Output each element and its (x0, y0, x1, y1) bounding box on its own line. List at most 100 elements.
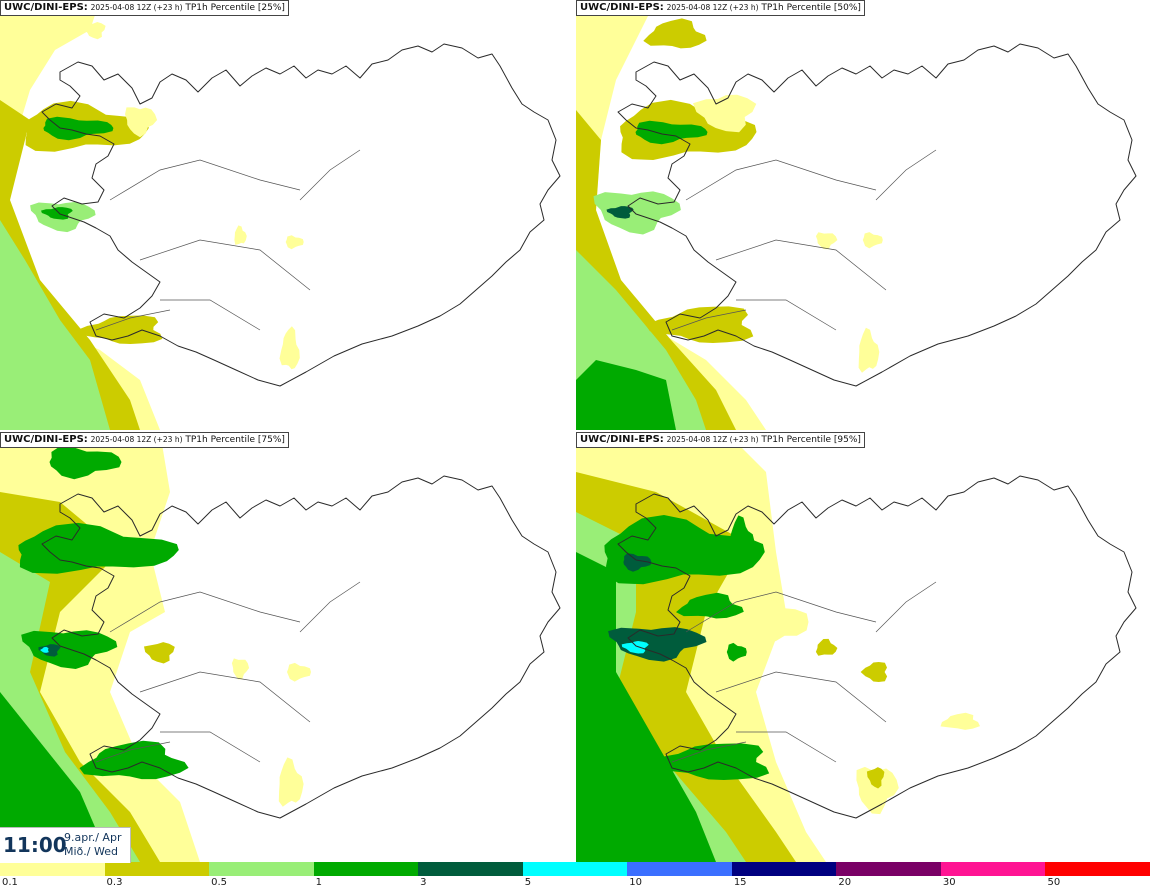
precip-area (621, 641, 649, 654)
legend-swatch (418, 862, 524, 876)
model-label: UWC/DINI-EPS: (4, 434, 88, 445)
legend-swatch (1045, 862, 1150, 876)
precip-area (726, 642, 747, 662)
road-lines (671, 581, 937, 763)
precip-area (643, 18, 707, 49)
panel-title: UWC/DINI-EPS: 2025-04-08 12Z (+23 h) TP1… (0, 432, 289, 448)
precip-area (604, 515, 765, 585)
model-label: UWC/DINI-EPS: (580, 434, 664, 445)
map-panel-p25: UWC/DINI-EPS: 2025-04-08 12Z (+23 h) TP1… (0, 0, 574, 430)
valid-date-line2: Mið./ Wed (64, 845, 118, 858)
precip-area (608, 627, 707, 662)
coastline (617, 43, 1137, 387)
legend-swatch (940, 862, 1047, 876)
precip-area (234, 225, 247, 245)
valid-time-box: 11:00 9.apr./ Apr Mið./ Wed (0, 827, 131, 863)
legend-tick-label: 50 (1047, 877, 1061, 888)
precip-area (606, 206, 634, 219)
precip-area (21, 630, 118, 669)
precip-area (866, 767, 885, 789)
panel-title: UWC/DINI-EPS: 2025-04-08 12Z (+23 h) TP1… (576, 432, 865, 448)
precip-area (860, 662, 888, 682)
precip-area (815, 638, 838, 656)
map-panel-p50: UWC/DINI-EPS: 2025-04-08 12Z (+23 h) TP1… (576, 0, 1150, 430)
legend-tick-label: 0.1 (2, 877, 18, 888)
precip-area (279, 326, 300, 370)
precip-area (593, 191, 681, 235)
road-lines (95, 581, 361, 763)
precip-area (231, 658, 250, 680)
legend-swatch (209, 862, 315, 876)
legend-swatch (627, 862, 733, 876)
precip-area (41, 207, 73, 220)
panel-divider (0, 430, 1150, 432)
valid-date-line1: 9.apr./ Apr (64, 831, 122, 844)
precip-area (49, 446, 122, 480)
legend-tick-label: 15 (733, 877, 747, 888)
legend-swatch (104, 862, 211, 876)
precip-area (576, 552, 716, 862)
precip-area (125, 107, 158, 138)
param-label: TP1h Percentile [25%] (185, 3, 285, 13)
precip-area (43, 116, 114, 141)
precip-area (278, 757, 304, 807)
precip-area (856, 766, 899, 815)
param-label: TP1h Percentile [75%] (185, 435, 285, 445)
legend-tick-label: 0.3 (106, 877, 123, 888)
precip-area (645, 306, 754, 343)
legend-tick-label: 20 (838, 877, 852, 888)
coastline (41, 43, 561, 387)
precip-area (285, 235, 304, 250)
precip-area (83, 22, 106, 40)
precip-area (815, 232, 838, 250)
run-label: 2025-04-08 12Z (+23 h) (90, 3, 183, 12)
legend-tick-label: 30 (942, 877, 956, 888)
color-legend: 0.1 0.3 0.5 1 3 5 10 15 20 30 50 (0, 862, 1150, 891)
precip-area (858, 327, 880, 373)
precip-area (862, 232, 883, 249)
map-canvas (576, 432, 1137, 862)
precip-area (77, 315, 163, 344)
legend-swatch (0, 862, 106, 876)
precip-area (0, 692, 110, 862)
precip-area (576, 360, 676, 430)
precip-area (729, 515, 755, 565)
valid-time: 11:00 (3, 833, 67, 857)
run-label: 2025-04-08 12Z (+23 h) (666, 435, 759, 444)
legend-swatch (836, 862, 942, 876)
map-canvas (0, 0, 561, 430)
precip-area (144, 642, 175, 664)
coastline (617, 475, 1137, 819)
legend-swatch (731, 862, 838, 876)
precip-area (79, 740, 189, 780)
precip-area (693, 94, 757, 133)
legend-tick-label: 5 (524, 877, 532, 888)
map-panel-p95: UWC/DINI-EPS: 2025-04-08 12Z (+23 h) TP1… (576, 432, 1150, 862)
coastline (41, 475, 561, 819)
param-label: TP1h Percentile [50%] (761, 3, 861, 13)
panel-title: UWC/DINI-EPS: 2025-04-08 12Z (+23 h) TP1… (0, 0, 289, 16)
precip-area (748, 598, 809, 646)
precip-area (623, 553, 652, 572)
precip-area (18, 522, 179, 574)
road-lines (671, 149, 937, 331)
legend-swatch (313, 862, 420, 876)
precip-area (635, 120, 708, 145)
precip-area (676, 592, 744, 619)
legend-swatch (522, 862, 629, 876)
legend-tick-label: 1 (315, 877, 322, 888)
legend-tick-label: 10 (629, 877, 642, 888)
map-canvas (576, 0, 1137, 430)
road-lines (95, 149, 361, 331)
precip-area (40, 646, 49, 653)
model-label: UWC/DINI-EPS: (4, 2, 88, 13)
model-label: UWC/DINI-EPS: (580, 2, 664, 13)
run-label: 2025-04-08 12Z (+23 h) (90, 435, 183, 444)
map-panel-p75: UWC/DINI-EPS: 2025-04-08 12Z (+23 h) TP1… (0, 432, 574, 862)
legend-tick-label: 0.5 (211, 877, 227, 888)
panel-title: UWC/DINI-EPS: 2025-04-08 12Z (+23 h) TP1… (576, 0, 865, 16)
precip-area (648, 743, 770, 780)
legend-tick-label: 3 (420, 877, 427, 888)
map-canvas (0, 432, 561, 862)
param-label: TP1h Percentile [95%] (761, 435, 861, 445)
